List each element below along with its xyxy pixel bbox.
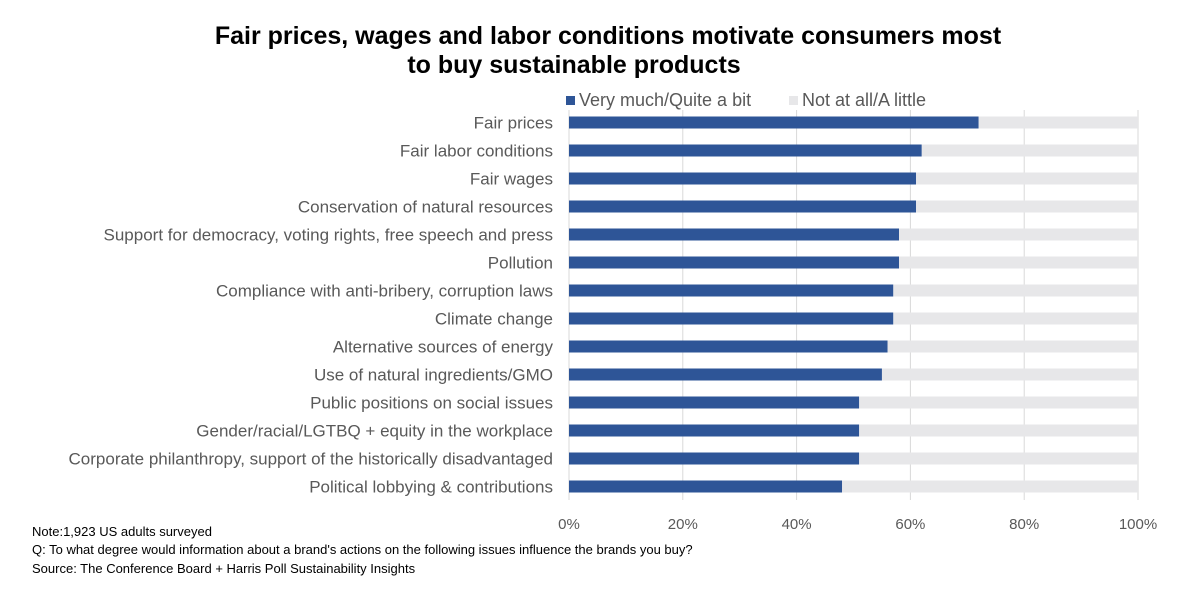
- category-label: Fair prices: [474, 114, 553, 133]
- x-tick-label: 100%: [1119, 516, 1157, 533]
- legend-item-very-much: Very much/Quite a bit: [566, 90, 751, 111]
- category-label: Public positions on social issues: [310, 394, 553, 413]
- x-tick-label: 80%: [1009, 516, 1039, 533]
- bar-very-much: [569, 144, 922, 157]
- chart-title-line-1: Fair prices, wages and labor conditions …: [214, 22, 1002, 50]
- legend-label-very-much: Very much/Quite a bit: [579, 90, 752, 110]
- category-label: Fair wages: [470, 170, 553, 189]
- bar-not-at-all: [887, 340, 1138, 353]
- bar-not-at-all: [881, 368, 1138, 381]
- category-label: Climate change: [435, 310, 553, 329]
- bar-not-at-all: [859, 396, 1138, 409]
- bar-not-at-all: [978, 116, 1138, 129]
- category-label: Alternative sources of energy: [333, 338, 554, 357]
- bar-very-much: [569, 396, 860, 409]
- bar-not-at-all: [916, 200, 1138, 213]
- category-label: Support for democracy, voting rights, fr…: [104, 226, 553, 245]
- bar-very-much: [569, 368, 882, 381]
- bar-not-at-all: [893, 312, 1138, 325]
- bar-very-much: [569, 256, 900, 269]
- legend-swatch-very-much: [566, 96, 575, 105]
- bar-very-much: [569, 284, 894, 297]
- bar-very-much: [569, 312, 894, 325]
- bar-not-at-all: [859, 424, 1138, 437]
- source-text: Source: The Conference Board + Harris Po…: [32, 561, 416, 576]
- bar-very-much: [569, 480, 843, 493]
- bar-not-at-all: [916, 172, 1138, 185]
- legend-item-not-at-all: Not at all/A little: [789, 90, 926, 111]
- bar-very-much: [569, 116, 979, 129]
- bar-not-at-all: [893, 284, 1138, 297]
- category-label: Political lobbying & contributions: [309, 478, 553, 497]
- note-text: Note:1,923 US adults surveyed: [32, 524, 212, 539]
- x-tick-label: 40%: [782, 516, 812, 533]
- category-label: Fair labor conditions: [400, 142, 553, 161]
- legend-swatch-not-at-all: [789, 96, 798, 105]
- bar-not-at-all: [921, 144, 1138, 157]
- chart-title-line-2: to buy sustainable products: [407, 51, 741, 79]
- category-label: Gender/racial/LGTBQ + equity in the work…: [196, 422, 553, 441]
- category-label: Compliance with anti-bribery, corruption…: [216, 282, 553, 301]
- bar-not-at-all: [899, 256, 1138, 269]
- bar-very-much: [569, 452, 860, 465]
- x-tick-label: 60%: [895, 516, 925, 533]
- bar-very-much: [569, 172, 917, 185]
- category-label: Use of natural ingredients/GMO: [314, 366, 553, 385]
- bar-not-at-all: [899, 228, 1138, 241]
- x-tick-label: 20%: [668, 516, 698, 533]
- category-label: Pollution: [488, 254, 553, 273]
- category-label: Corporate philanthropy, support of the h…: [69, 450, 553, 469]
- bar-very-much: [569, 228, 900, 241]
- question-text: Q: To what degree would information abou…: [32, 542, 693, 557]
- bar-not-at-all: [859, 452, 1138, 465]
- bar-very-much: [569, 424, 860, 437]
- legend-label-not-at-all: Not at all/A little: [802, 90, 927, 110]
- category-label: Conservation of natural resources: [298, 198, 553, 217]
- bar-not-at-all: [842, 480, 1138, 493]
- x-tick-label: 0%: [558, 516, 580, 533]
- bar-very-much: [569, 340, 888, 353]
- bar-very-much: [569, 200, 917, 213]
